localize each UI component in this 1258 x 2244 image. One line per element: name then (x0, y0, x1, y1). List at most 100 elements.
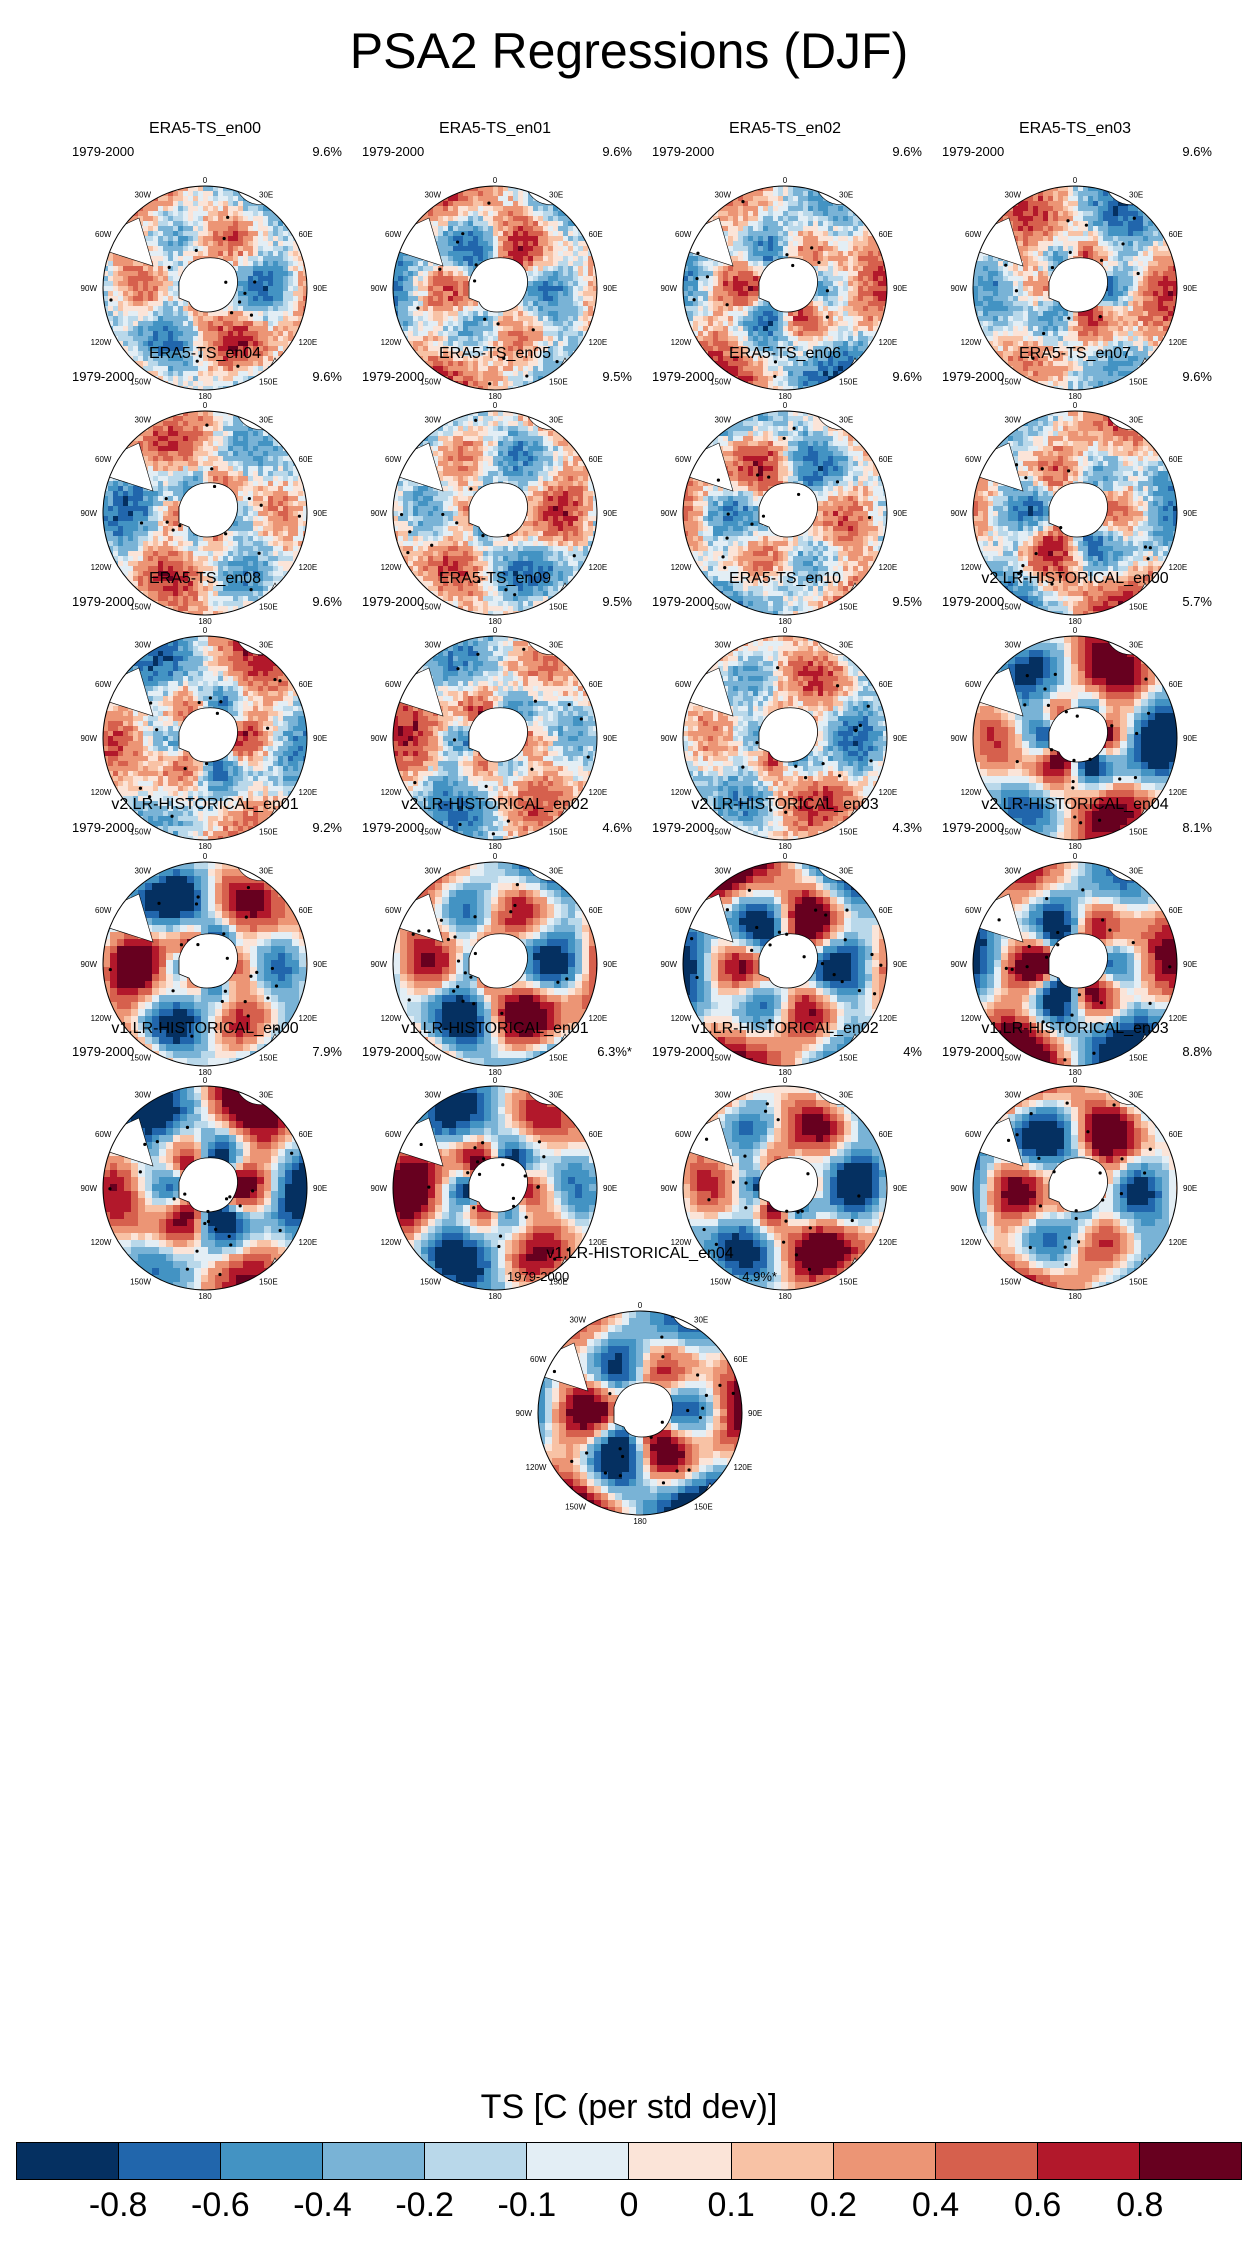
field-cell (108, 276, 114, 282)
field-cell (588, 296, 594, 302)
field-cell (468, 271, 474, 277)
field-cell (1028, 216, 1034, 222)
field-cell (843, 271, 849, 277)
field-cell (173, 381, 179, 387)
field-cell (723, 211, 729, 217)
field-cell (488, 191, 494, 197)
field-cell (543, 226, 549, 232)
field-cell (538, 246, 544, 252)
field-cell (153, 351, 159, 357)
field-cell (1058, 186, 1064, 192)
field-cell (448, 216, 454, 222)
field-cell (838, 316, 844, 322)
field-cell (548, 301, 554, 307)
field-cell (868, 291, 874, 297)
field-cell (168, 251, 174, 257)
field-cell (1063, 196, 1069, 202)
field-cell (1018, 366, 1024, 372)
field-cell (433, 321, 439, 327)
field-cell (883, 301, 887, 307)
field-cell (198, 331, 204, 337)
field-cell (748, 331, 754, 337)
field-cell (748, 211, 754, 217)
field-cell (1058, 366, 1064, 372)
longitude-label: 30E (549, 190, 563, 199)
field-cell (488, 371, 494, 377)
field-cell (858, 271, 864, 277)
field-cell (428, 346, 434, 352)
field-cell (533, 201, 539, 207)
field-cell (133, 321, 139, 327)
field-cell (508, 321, 514, 327)
field-cell (178, 221, 184, 227)
field-cell (783, 356, 789, 362)
field-cell (218, 251, 224, 257)
field-cell (863, 321, 869, 327)
field-cell (248, 246, 254, 252)
field-cell (168, 241, 174, 247)
field-cell (153, 356, 159, 362)
field-cell (503, 246, 509, 252)
field-cell (753, 301, 759, 307)
field-cell (588, 271, 594, 277)
field-cell (158, 291, 164, 297)
field-cell (523, 241, 529, 247)
field-cell (758, 241, 764, 247)
field-cell (973, 306, 979, 312)
field-cell (258, 236, 264, 242)
field-cell (298, 276, 304, 282)
field-cell (418, 351, 424, 357)
field-cell (293, 311, 299, 317)
field-cell (683, 321, 689, 327)
field-cell (448, 356, 454, 362)
field-cell (578, 241, 584, 247)
field-cell (493, 376, 499, 382)
longitude-label: 30W (425, 190, 442, 199)
field-cell (773, 201, 779, 207)
field-cell (873, 266, 879, 272)
field-cell (868, 296, 874, 302)
field-cell (803, 371, 809, 377)
field-cell (468, 261, 474, 267)
field-cell (843, 291, 849, 297)
field-cell (723, 361, 729, 367)
field-cell (298, 271, 304, 277)
field-cell (743, 226, 749, 232)
field-cell (1053, 361, 1059, 367)
field-cell (778, 211, 784, 217)
field-cell (548, 316, 554, 322)
field-cell (163, 296, 169, 302)
field-cell (438, 286, 444, 292)
field-cell (193, 321, 199, 327)
field-cell (1018, 266, 1024, 272)
field-cell (1028, 301, 1034, 307)
field-cell (188, 371, 194, 377)
field-cell (443, 366, 449, 372)
field-cell (848, 216, 854, 222)
field-cell (143, 361, 149, 367)
field-cell (453, 356, 459, 362)
field-cell (1013, 331, 1019, 337)
field-cell (268, 261, 274, 267)
field-cell (543, 206, 549, 212)
field-cell (223, 356, 229, 362)
field-cell (528, 306, 534, 312)
field-cell (238, 336, 244, 342)
field-cell (713, 331, 719, 337)
field-cell (198, 336, 204, 342)
field-cell (148, 306, 154, 312)
field-cell (463, 376, 469, 382)
field-cell (518, 351, 524, 357)
field-cell (223, 361, 229, 367)
field-cell (823, 256, 829, 262)
field-cell (733, 231, 739, 237)
map-panel: ERA5-TS_en01 1979-2000 9.6% 0 30E 60E 90E 120E 1… (350, 120, 640, 420)
field-cell (728, 201, 734, 207)
field-cell (503, 381, 509, 387)
field-cell (793, 246, 799, 252)
field-cell (148, 271, 154, 277)
field-cell (148, 221, 154, 227)
field-cell (983, 326, 989, 332)
field-cell (688, 296, 694, 302)
field-cell (208, 356, 214, 362)
